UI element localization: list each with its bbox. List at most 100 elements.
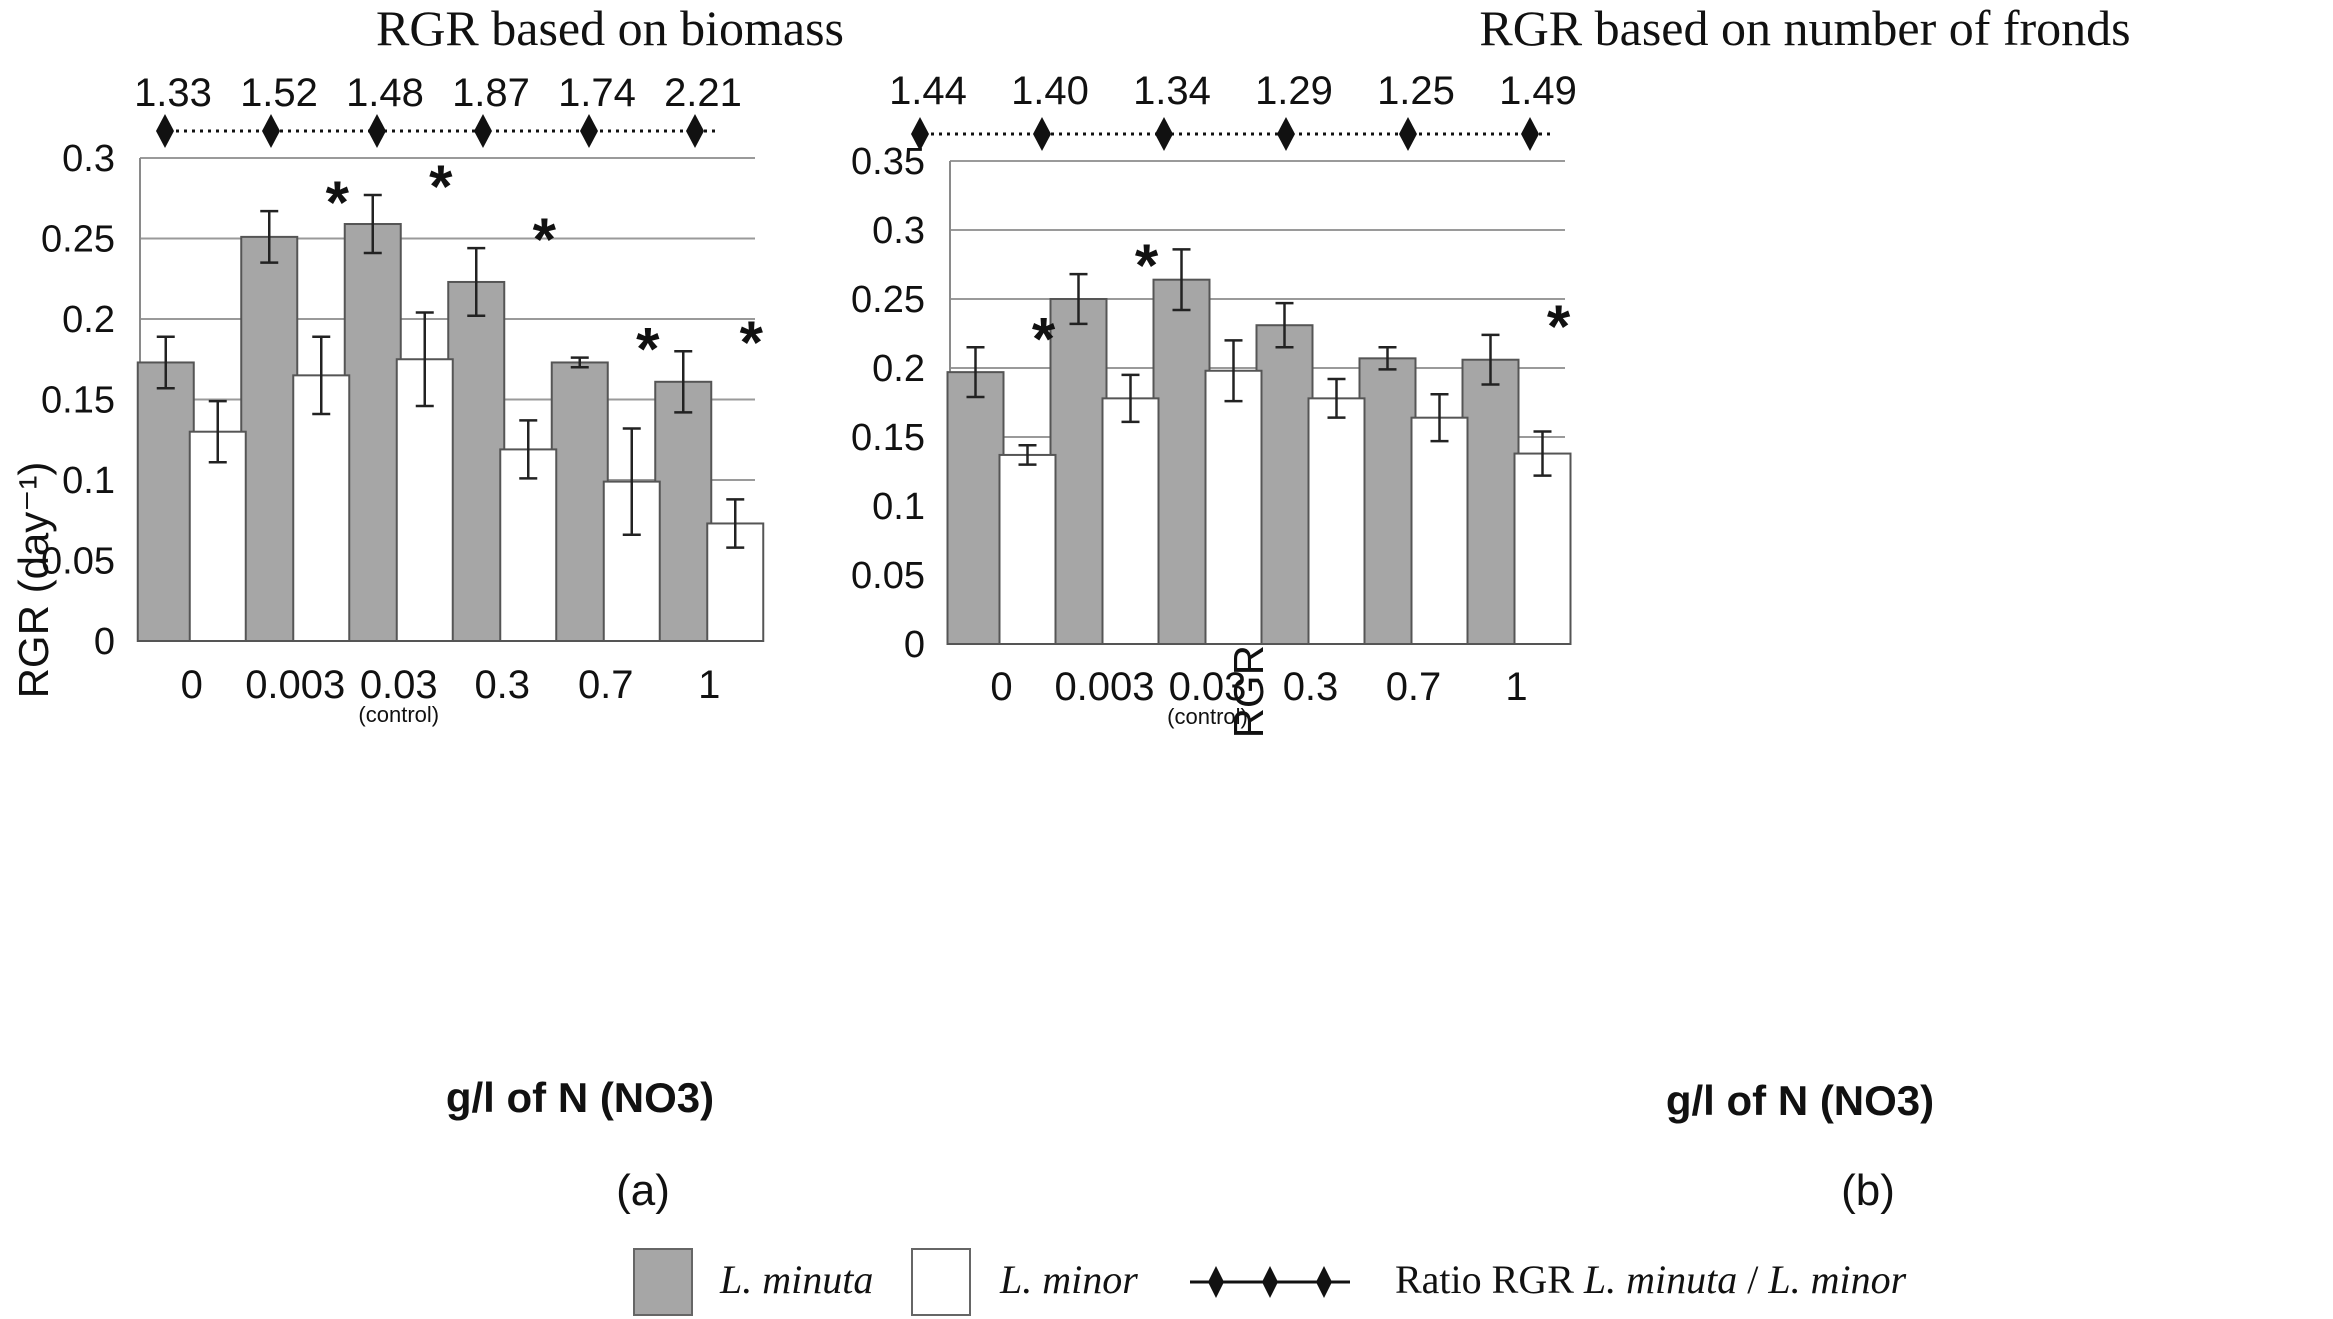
chart-b-bar-l-minor <box>1204 369 1263 645</box>
chart-a-significance-star: * <box>636 316 660 383</box>
chart-b-ytick-label: 0.35 <box>851 141 925 183</box>
chart-a-ytick-label: 0.15 <box>41 380 115 422</box>
chart-b-ratio-marker <box>1521 117 1539 151</box>
chart-b-xtick-label: 0 <box>990 665 1012 709</box>
chart-a-xlabel: g/l of N (NO3) <box>446 1074 714 1121</box>
chart-b-title: RGR based on number of fronds <box>1479 0 2130 56</box>
legend-label-l-minor: L. minor <box>999 1257 1138 1302</box>
chart-b-ratio-label: 1.34 <box>1133 69 1211 113</box>
chart-a-bar-l-minuta <box>343 223 402 642</box>
chart-a-significance-star: * <box>533 206 557 273</box>
chart-a-ytick-label: 0.25 <box>41 219 115 261</box>
chart-b-ytick-label: 0.05 <box>851 555 925 597</box>
chart-b-bar-l-minor <box>1101 397 1160 645</box>
chart-b-bar-l-minor <box>998 453 1057 645</box>
chart-a-ratio-marker <box>580 114 598 148</box>
chart-a-ratio-marker <box>474 114 492 148</box>
chart-a-ytick-label: 0.2 <box>62 299 115 341</box>
chart-a-ratio-marker <box>262 114 280 148</box>
chart-a-xtick-label: 0 <box>181 663 203 707</box>
chart-b-bar-l-minor <box>1513 452 1572 645</box>
chart-a-ratio-label: 1.52 <box>240 71 318 115</box>
chart-a-ytick-label: 0 <box>94 621 115 663</box>
chart-a-bar-l-minuta <box>654 380 713 642</box>
chart-a-title: RGR based on biomass <box>376 0 844 56</box>
chart-b-ytick-label: 0.15 <box>851 417 925 459</box>
chart-b-xtick-label: 1 <box>1505 665 1527 709</box>
legend: L. minuta L. minor Ratio RGR L. minuta /… <box>633 1248 1907 1316</box>
chart-b-bar-l-minuta <box>1358 357 1417 645</box>
chart-b-ytick-label: 0 <box>904 624 925 666</box>
chart-a-ratio-label: 1.33 <box>134 71 212 115</box>
legend-ratio-marker <box>1208 1266 1224 1298</box>
chart-b-significance-star: * <box>1032 305 1056 372</box>
legend-ratio-marker <box>1262 1266 1278 1298</box>
chart-b-ytick-label: 0.25 <box>851 279 925 321</box>
chart-b-ratio-marker <box>1033 117 1051 151</box>
chart-b-ytick-label: 0.2 <box>872 348 925 390</box>
chart-b-bar-l-minuta <box>1152 278 1211 645</box>
chart-a-xtick-label: 0.3 <box>474 663 530 707</box>
chart-b-xtick-label: 0.7 <box>1386 665 1442 709</box>
chart-b-bar-l-minor <box>1307 397 1366 645</box>
chart-a-ytick-label: 0.05 <box>41 541 115 583</box>
chart-a-ratio-marker <box>686 114 704 148</box>
legend-label-ratio: Ratio RGR L. minuta / L. minor <box>1395 1257 1907 1302</box>
chart-b-ratio-marker <box>911 117 929 151</box>
chart-b-xtick-label: 0.003 <box>1054 665 1154 709</box>
chart-a-significance-star: * <box>740 309 764 376</box>
chart-b-ratio-marker <box>1277 117 1295 151</box>
legend-ratio-separator: / <box>1737 1257 1768 1302</box>
chart-a-ytick-label: 0.1 <box>62 460 115 502</box>
chart-b-plot: 0 0.05 0.1 0.15 0.2 0.25 0.3 0.35 * * * 0 0.003 0.03(… <box>851 69 1577 729</box>
chart-b-ratio-label: 1.25 <box>1377 69 1455 113</box>
chart-a-xtick-label: 0.7 <box>578 663 634 707</box>
chart-b-xtick-sublabel: (control) <box>1167 704 1248 729</box>
chart-a-xtick-label: 0.03 <box>360 663 438 707</box>
chart-a-xtick-sublabel: (control) <box>358 702 439 727</box>
chart-b-ratio-label: 1.40 <box>1011 69 1089 113</box>
chart-b-ytick-label: 0.3 <box>872 210 925 252</box>
chart-b-bar-l-minuta <box>1255 324 1314 645</box>
chart-b-xtick-label: 0.3 <box>1283 665 1339 709</box>
legend-ratio-species-a: L. minuta <box>1583 1257 1737 1302</box>
legend-ratio-species-b: L. minor <box>1767 1257 1906 1302</box>
chart-b-ratio-marker <box>1399 117 1417 151</box>
chart-a-panel-label: (a) <box>616 1166 670 1215</box>
chart-a-ratio-label: 2.21 <box>664 71 742 115</box>
chart-a-ratio-marker <box>368 114 386 148</box>
chart-a-ratio-label: 1.74 <box>558 71 636 115</box>
chart-a-bar-l-minuta <box>550 361 609 642</box>
chart-b-ratio-label: 1.44 <box>889 69 967 113</box>
legend-swatch-l-minuta <box>633 1248 693 1316</box>
chart-b-ratio-label: 1.49 <box>1499 69 1577 113</box>
legend-label-l-minuta: L. minuta <box>719 1257 873 1302</box>
chart-a-bar-l-minuta <box>240 235 299 642</box>
chart-b-bar-l-minuta <box>1049 298 1108 645</box>
chart-a-bar-l-minor <box>292 374 351 642</box>
legend-swatch-l-minor <box>911 1248 971 1316</box>
chart-a-bar-l-minor <box>499 448 558 642</box>
chart-a-significance-star: * <box>429 153 453 220</box>
chart-b-ytick-label: 0.1 <box>872 486 925 528</box>
chart-b-significance-star: * <box>1135 232 1159 299</box>
legend-ratio-prefix: Ratio RGR <box>1395 1257 1584 1302</box>
chart-b-panel-label: (b) <box>1841 1166 1895 1215</box>
chart-b-xlabel: g/l of N (NO3) <box>1666 1077 1934 1124</box>
chart-b-bar-l-minuta <box>946 371 1005 645</box>
chart-a-plot: 0 0.05 0.1 0.15 0.2 0.25 0.3 * * * * * 0 0.003 0.03(co… <box>41 71 765 727</box>
chart-b-ratio-marker <box>1155 117 1173 151</box>
chart-b-bar-l-minuta <box>1461 358 1520 645</box>
chart-a-bar-l-minor <box>188 430 247 643</box>
chart-a-ratio-label: 1.48 <box>346 71 424 115</box>
chart-a-bar-l-minuta <box>136 361 195 642</box>
chart-b-xtick-label: 0.03 <box>1169 665 1247 709</box>
chart-a-ytick-label: 0.3 <box>62 138 115 180</box>
chart-b-significance-star: * <box>1547 293 1571 360</box>
chart-b-ratio-label: 1.29 <box>1255 69 1333 113</box>
chart-b-bar-l-minor <box>1410 416 1469 645</box>
chart-a-ylabel: RGR (day⁻¹) <box>10 462 57 699</box>
chart-a-ratio-label: 1.87 <box>452 71 530 115</box>
chart-a-bar-l-minuta <box>447 280 506 642</box>
